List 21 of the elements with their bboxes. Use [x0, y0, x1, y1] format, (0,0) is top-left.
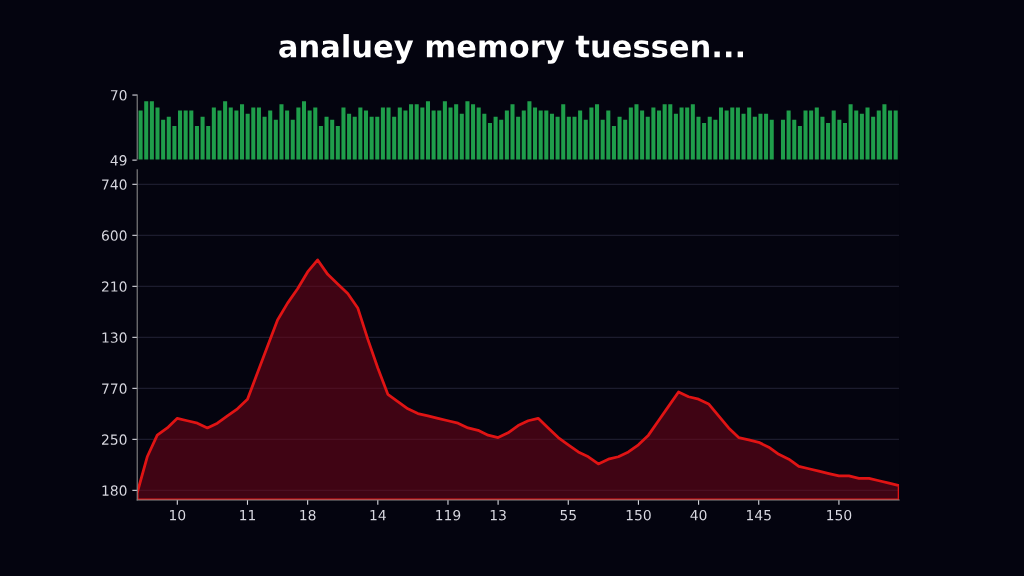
text: 250	[102, 434, 127, 445]
x-tick-label: 10	[170, 509, 186, 521]
x-tick-label: 18	[300, 509, 316, 521]
x-tick-label: 40	[690, 509, 707, 521]
x-tick-label: 55	[560, 510, 576, 521]
text: 740	[102, 179, 127, 190]
x-tick-label: 13	[490, 509, 506, 521]
y-tick-label: 70	[110, 90, 127, 101]
text: 770	[102, 383, 127, 394]
text: 130	[102, 332, 127, 343]
chart-title: analuey memory tuessen...	[279, 34, 744, 64]
text: 210	[102, 281, 127, 292]
x-tick-label: 145	[747, 510, 771, 521]
x-tick-label: 11	[240, 510, 256, 521]
x-tick-label: 14	[370, 510, 386, 521]
text: 600	[101, 230, 127, 241]
x-tick-label: 150	[626, 509, 651, 521]
x-tick-label: 119	[436, 509, 461, 521]
x-tick-label: 150	[827, 509, 852, 521]
y-tick-label: 49	[110, 155, 127, 166]
text: 180	[102, 485, 127, 496]
